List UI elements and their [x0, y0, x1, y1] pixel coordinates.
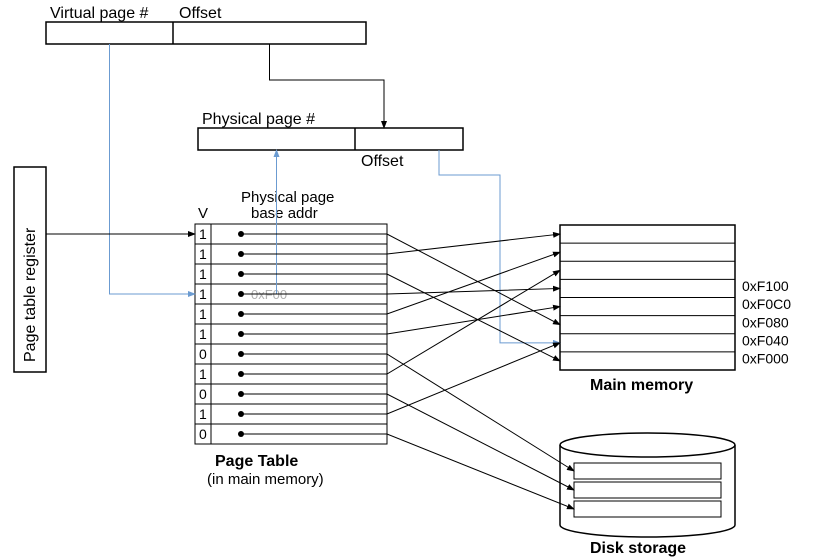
virtual-address-box — [46, 22, 366, 44]
phys-base-label2: base addr — [251, 205, 318, 222]
memory-address-label: 0xF0C0 — [742, 296, 791, 312]
phys-base-label1: Physical page — [241, 189, 334, 206]
disk-row — [574, 482, 721, 498]
memory-address-label: 0xF080 — [742, 314, 789, 330]
valid-bit-value: 1 — [199, 326, 207, 342]
valid-bit-header: V — [198, 205, 208, 222]
page-table-subtitle: (in main memory) — [207, 471, 324, 488]
valid-bit-value: 1 — [199, 266, 207, 282]
virtual-page-label: Virtual page # — [50, 5, 149, 22]
memory-translation-diagram: Virtual page # Offset Physical page # Offse… — [0, 0, 818, 560]
memory-address-label: 0xF000 — [742, 351, 789, 367]
valid-bit-value: 1 — [199, 366, 207, 382]
physical-address-box — [198, 128, 463, 150]
page-table-edge — [241, 252, 560, 314]
valid-bit-value: 1 — [199, 226, 207, 242]
valid-bit-value: 1 — [199, 306, 207, 322]
disk-top — [560, 433, 735, 457]
offset-mid-label: Offset — [361, 153, 404, 170]
page-table-title: Page Table — [215, 453, 298, 470]
valid-bit-value: 0 — [199, 386, 207, 402]
page-table-register-label: Page table register — [22, 227, 39, 362]
valid-bit-value: 1 — [199, 286, 207, 302]
memory-address-label: 0xF040 — [742, 332, 789, 348]
page-table-edge — [241, 288, 560, 294]
page-table-edge — [241, 307, 560, 334]
page-table-edge — [241, 274, 560, 361]
disk-row — [574, 501, 721, 517]
page-table-edge — [241, 270, 560, 374]
memory-address-label: 0xF100 — [742, 278, 789, 294]
main-memory-label: Main memory — [590, 377, 693, 394]
valid-bit-value: 1 — [199, 246, 207, 262]
valid-bit-value: 0 — [199, 346, 207, 362]
vpn-to-pagetable — [110, 44, 196, 294]
valid-bit-value: 1 — [199, 406, 207, 422]
disk-body — [560, 445, 735, 537]
disk-row — [574, 463, 721, 479]
physical-page-label: Physical page # — [202, 111, 315, 128]
valid-bit-value: 0 — [199, 426, 207, 442]
disk-storage-label: Disk storage — [590, 540, 686, 557]
offset-top-label: Offset — [179, 5, 222, 22]
page-table-edge — [241, 343, 560, 414]
page-table-edge — [241, 234, 560, 325]
